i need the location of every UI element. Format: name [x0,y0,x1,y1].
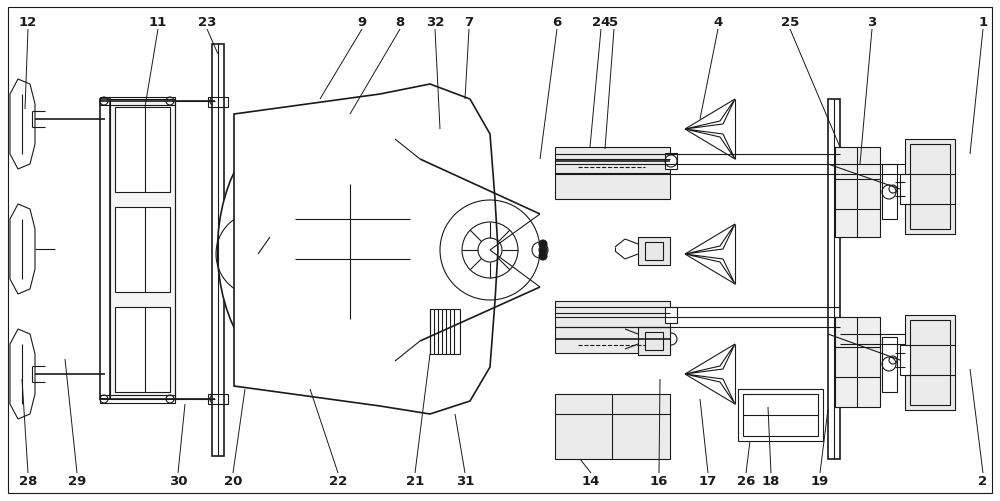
Bar [234,115,419,386]
Bar [110,100,175,399]
Text: 19: 19 [811,474,829,487]
Text: 30: 30 [169,474,187,487]
Text: 8: 8 [395,16,405,29]
Bar [835,317,880,407]
Polygon shape [685,100,735,130]
Bar [835,148,880,237]
Bar [295,185,410,319]
Bar [882,337,897,392]
Text: 5: 5 [609,16,619,29]
Polygon shape [10,80,35,170]
Bar [738,389,823,441]
Bar [265,339,355,357]
Circle shape [539,246,547,255]
Bar [555,302,670,353]
Text: 16: 16 [650,474,668,487]
Text: 11: 11 [149,16,167,29]
Polygon shape [685,374,735,404]
Text: 28: 28 [19,474,37,487]
Ellipse shape [218,115,403,386]
Bar [910,145,950,229]
Text: 3: 3 [867,16,877,29]
Bar [100,395,175,403]
Bar [645,332,663,350]
Bar [835,148,843,237]
Text: 9: 9 [357,16,367,29]
Polygon shape [685,130,735,160]
Text: 14: 14 [582,474,600,487]
Bar [638,237,670,266]
Polygon shape [685,255,735,285]
Text: 21: 21 [406,474,424,487]
Bar [905,140,955,234]
Text: 29: 29 [68,474,86,487]
Bar [900,175,910,204]
Bar [115,308,170,392]
Text: 20: 20 [224,474,242,487]
Bar [828,100,840,459]
Polygon shape [685,224,735,255]
Text: 7: 7 [464,16,474,29]
Bar [665,154,677,170]
Bar [905,315,955,410]
Bar [882,165,897,219]
Text: 26: 26 [737,474,755,487]
Circle shape [539,253,547,261]
Bar [115,207,170,293]
Bar [638,327,670,355]
Bar [212,45,224,456]
Bar [555,148,670,199]
Text: 23: 23 [198,16,216,29]
Text: 4: 4 [713,16,723,29]
Polygon shape [234,85,498,414]
Text: 25: 25 [781,16,799,29]
Text: 12: 12 [19,16,37,29]
Bar [555,394,670,459]
Bar [100,100,110,399]
Bar [430,310,460,354]
Bar [115,108,170,192]
Text: 31: 31 [456,474,474,487]
Text: 18: 18 [762,474,780,487]
Bar [910,320,950,405]
Circle shape [539,240,547,248]
Bar [208,98,228,108]
Bar [835,317,843,407]
Text: 22: 22 [329,474,347,487]
Text: 17: 17 [699,474,717,487]
Bar [900,345,910,375]
Text: 2: 2 [978,474,988,487]
Bar [270,143,350,165]
Bar [743,394,818,436]
Text: 1: 1 [978,16,988,29]
Polygon shape [10,329,35,419]
Text: 32: 32 [426,16,444,29]
Bar [100,98,175,106]
Text: 6: 6 [552,16,562,29]
Polygon shape [685,344,735,374]
Bar [665,308,677,323]
Text: 24: 24 [592,16,610,29]
Bar [645,242,663,261]
Bar [208,394,228,404]
Polygon shape [10,204,35,295]
